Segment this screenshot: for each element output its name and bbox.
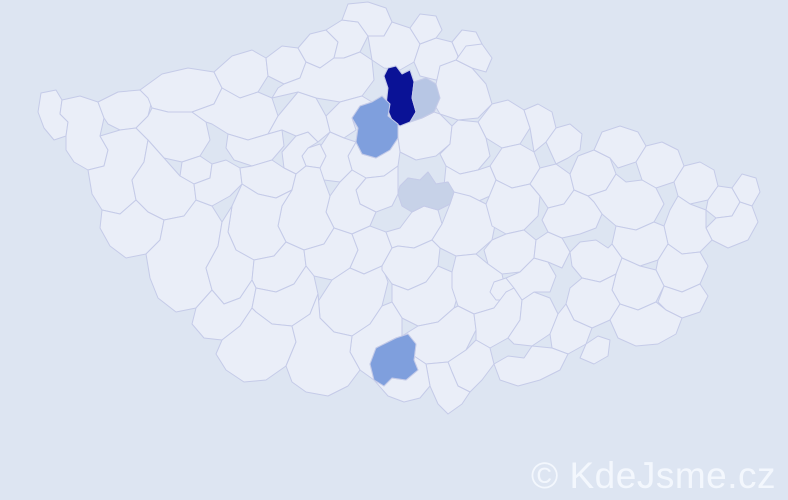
watermark: © KdeJsme.cz [531,457,776,494]
highlight-pale-northeast[interactable] [410,78,440,122]
district-svitavy-south[interactable] [542,190,602,238]
watermark-text: KdeJsme.cz [569,455,776,496]
highlight-medium-north[interactable] [352,96,398,158]
district-plzen-sever[interactable] [136,108,210,162]
district-rokycany[interactable] [194,160,242,206]
district-border-sliver-northeast [456,44,492,72]
district-kladno[interactable] [268,92,330,142]
district-sokolov[interactable] [98,90,152,130]
copyright-icon: © [530,455,559,496]
district-border-sliver-east2 [546,124,582,164]
district-litomerice[interactable] [272,52,374,102]
district-hradec-kralove[interactable] [440,120,490,174]
district-cheb[interactable] [60,96,108,170]
district-border-sliver-se [580,336,610,364]
district-ceska-lipa[interactable] [368,22,420,70]
highlight-medium-south[interactable] [370,334,418,386]
district-border-sliver-sw2 [286,294,360,396]
district-border-sliver-e-low [610,302,682,346]
highlight-overlay[interactable] [352,66,454,386]
district-border-sliver-north [410,14,442,44]
district-rakovnik[interactable] [226,130,284,166]
district-border-sliver-e-mid [658,284,708,318]
district-svitavy[interactable] [486,180,540,234]
district-border-sliver-s2 [426,362,470,414]
highlight-pale-central[interactable] [398,172,454,212]
district-layer[interactable] [38,2,760,414]
district-border-sliver-moravia-se [494,346,568,386]
